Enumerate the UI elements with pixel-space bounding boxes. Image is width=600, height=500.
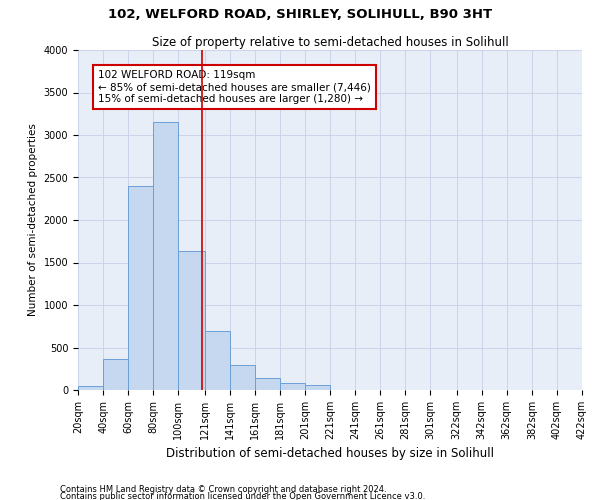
Bar [78, 386, 103, 390]
Y-axis label: Number of semi-detached properties: Number of semi-detached properties [28, 124, 38, 316]
Bar [128, 186, 153, 390]
Text: Contains public sector information licensed under the Open Government Licence v3: Contains public sector information licen… [60, 492, 425, 500]
Bar [178, 252, 205, 390]
Bar [255, 378, 280, 390]
Bar [230, 366, 255, 390]
Bar [205, 330, 230, 390]
Bar [103, 358, 128, 390]
Bar [153, 122, 178, 390]
Text: 102 WELFORD ROAD: 119sqm
← 85% of semi-detached houses are smaller (7,446)
15% o: 102 WELFORD ROAD: 119sqm ← 85% of semi-d… [98, 70, 371, 104]
Title: Size of property relative to semi-detached houses in Solihull: Size of property relative to semi-detach… [152, 36, 508, 49]
Text: Contains HM Land Registry data © Crown copyright and database right 2024.: Contains HM Land Registry data © Crown c… [60, 486, 386, 494]
Text: 102, WELFORD ROAD, SHIRLEY, SOLIHULL, B90 3HT: 102, WELFORD ROAD, SHIRLEY, SOLIHULL, B9… [108, 8, 492, 20]
Bar [280, 383, 305, 390]
X-axis label: Distribution of semi-detached houses by size in Solihull: Distribution of semi-detached houses by … [166, 448, 494, 460]
Bar [305, 385, 330, 390]
